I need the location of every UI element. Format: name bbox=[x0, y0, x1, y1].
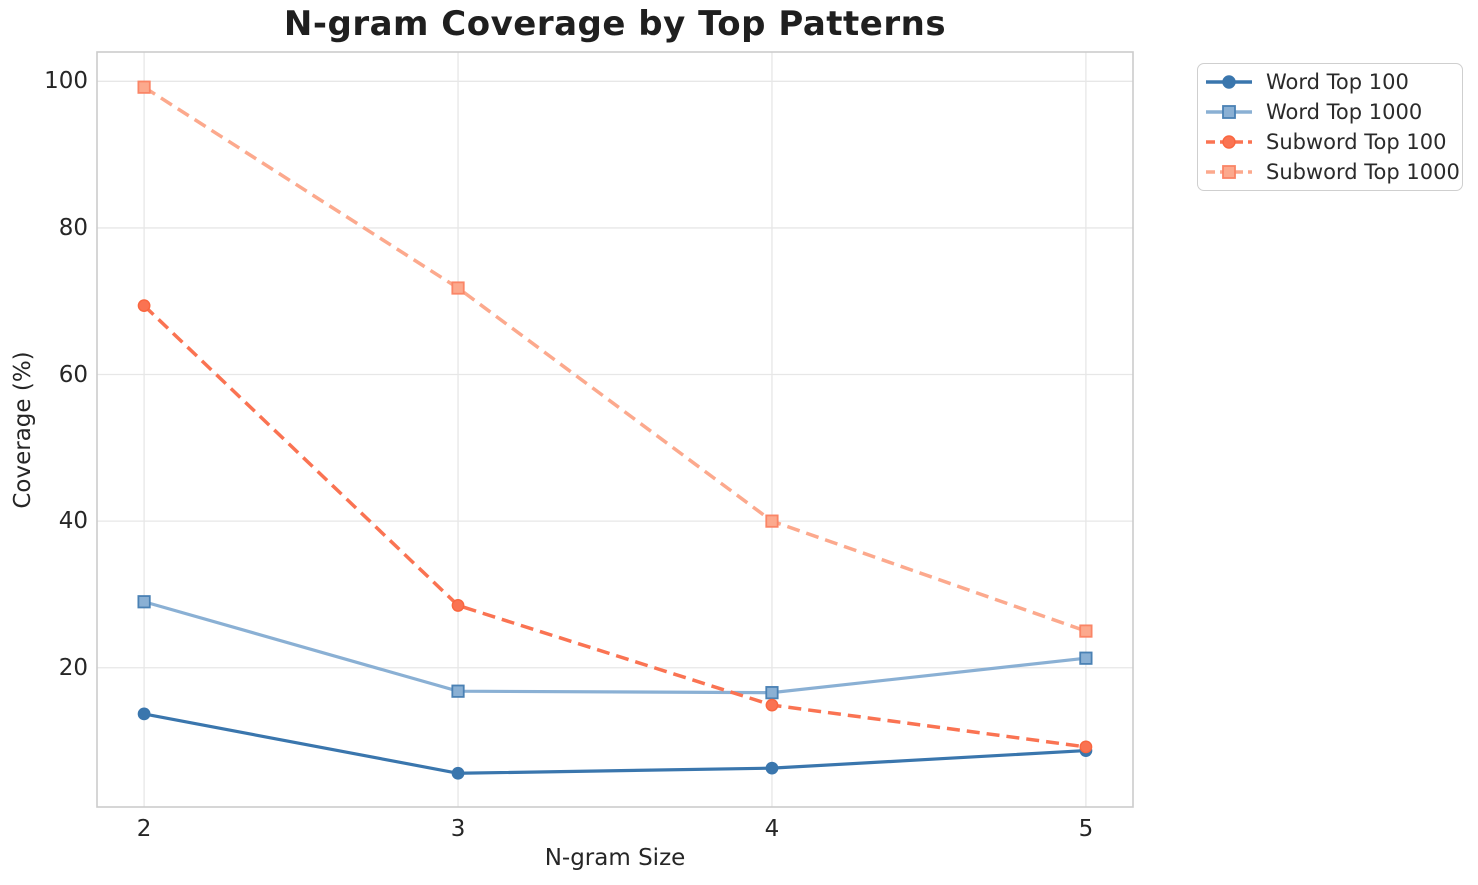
x-axis-label: N-gram Size bbox=[544, 845, 686, 871]
legend-label: Word Top 1000 bbox=[1266, 100, 1423, 124]
chart-title: N-gram Coverage by Top Patterns bbox=[283, 4, 947, 44]
marker-subword-top-100-x4 bbox=[765, 698, 779, 712]
y-tick-label-40: 40 bbox=[58, 508, 88, 535]
x-tick-label-3: 3 bbox=[450, 816, 466, 842]
marker-word-top-1000-x4 bbox=[765, 686, 779, 700]
y-tick-label-100: 100 bbox=[44, 68, 88, 95]
series-line-word-top-1000 bbox=[143, 600, 1087, 695]
legend-label: Subword Top 100 bbox=[1266, 130, 1447, 154]
legend-sample-subword-top-100 bbox=[1206, 135, 1252, 149]
series-line-subword-top-1000 bbox=[143, 85, 1087, 633]
legend-item-word-top-1000: Word Top 1000 bbox=[1205, 97, 1462, 127]
x-tick-label-2: 2 bbox=[136, 816, 152, 842]
y-axis-label: Coverage (%) bbox=[10, 351, 36, 509]
marker-word-top-1000-x5 bbox=[1079, 651, 1093, 665]
marker-word-top-100-x4 bbox=[765, 761, 779, 775]
y-tick-label-60: 60 bbox=[58, 361, 88, 388]
marker-subword-top-1000-x3 bbox=[451, 281, 465, 295]
y-tick-label-80: 80 bbox=[58, 214, 88, 241]
marker-subword-top-100-x2 bbox=[137, 299, 151, 313]
legend-sample-marker bbox=[1222, 165, 1236, 179]
marker-word-top-100-x2 bbox=[137, 707, 151, 721]
marker-word-top-1000-x2 bbox=[137, 595, 151, 609]
x-tick-label-4: 4 bbox=[764, 816, 780, 842]
marker-subword-top-1000-x2 bbox=[137, 80, 151, 94]
legend-sample-marker bbox=[1222, 105, 1236, 119]
legend-sample-marker bbox=[1222, 75, 1236, 89]
plot-frame bbox=[96, 51, 1134, 808]
legend-label: Word Top 100 bbox=[1266, 70, 1409, 94]
series-line-word-top-100 bbox=[143, 712, 1086, 775]
legend-sample-word-top-1000 bbox=[1206, 105, 1252, 119]
legend-item-word-top-100: Word Top 100 bbox=[1205, 67, 1462, 97]
legend-label: Subword Top 1000 bbox=[1266, 160, 1460, 184]
legend-item-subword-top-100: Subword Top 100 bbox=[1205, 127, 1462, 157]
y-tick-label-20: 20 bbox=[58, 654, 88, 681]
marker-subword-top-1000-x5 bbox=[1079, 624, 1093, 638]
legend-item-subword-top-1000: Subword Top 1000 bbox=[1205, 157, 1462, 187]
x-tick-label-5: 5 bbox=[1078, 816, 1094, 842]
legend: Word Top 100 Word Top 1000 Subword Top 100… bbox=[1197, 63, 1463, 191]
marker-word-top-1000-x3 bbox=[451, 684, 465, 698]
marker-subword-top-100-x5 bbox=[1079, 740, 1093, 754]
legend-sample-subword-top-1000 bbox=[1206, 165, 1252, 179]
series-line-subword-top-100 bbox=[142, 304, 1087, 749]
marker-subword-top-1000-x4 bbox=[765, 514, 779, 528]
legend-sample-marker bbox=[1222, 135, 1236, 149]
marker-word-top-100-x3 bbox=[451, 766, 465, 780]
legend-sample-word-top-100 bbox=[1206, 75, 1252, 89]
marker-subword-top-100-x3 bbox=[451, 599, 465, 612]
